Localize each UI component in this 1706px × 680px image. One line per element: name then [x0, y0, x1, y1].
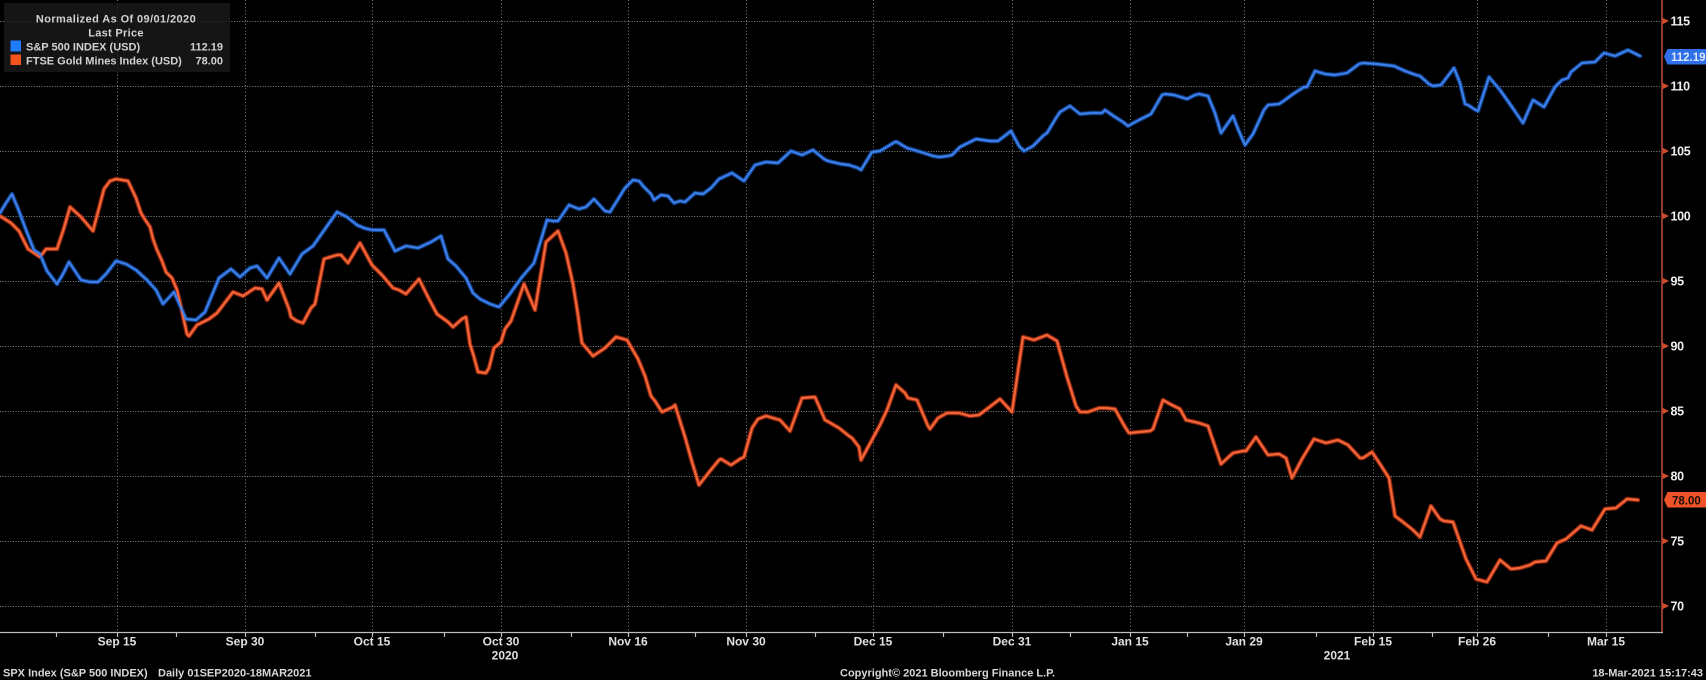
svg-text:Sep 30: Sep 30 [226, 635, 265, 649]
svg-text:80: 80 [1671, 469, 1685, 483]
svg-text:FTSE Gold Mines Index (USD): FTSE Gold Mines Index (USD) [26, 56, 182, 68]
svg-text:Oct 15: Oct 15 [354, 635, 391, 649]
svg-text:105: 105 [1671, 144, 1691, 158]
svg-text:2021: 2021 [1324, 649, 1351, 663]
svg-text:78.00: 78.00 [195, 56, 223, 68]
svg-text:78.00: 78.00 [1672, 495, 1701, 507]
svg-text:Last Price: Last Price [88, 27, 144, 39]
svg-text:Copyright© 2021 Bloomberg Fina: Copyright© 2021 Bloomberg Finance L.P. [840, 668, 1055, 680]
svg-text:Normalized As Of 09/01/2020: Normalized As Of 09/01/2020 [36, 13, 196, 25]
svg-text:90: 90 [1671, 339, 1685, 353]
svg-text:18-Mar-2021 15:17:43: 18-Mar-2021 15:17:43 [1592, 668, 1703, 680]
svg-text:70: 70 [1671, 599, 1685, 613]
svg-text:75: 75 [1671, 534, 1685, 548]
svg-text:Daily 01SEP2020-18MAR2021: Daily 01SEP2020-18MAR2021 [158, 668, 311, 680]
svg-text:SPX Index (S&P 500 INDEX): SPX Index (S&P 500 INDEX) [3, 668, 148, 680]
svg-text:110: 110 [1671, 79, 1691, 93]
svg-text:Oct 30: Oct 30 [483, 635, 520, 649]
svg-text:100: 100 [1671, 209, 1691, 223]
svg-text:Nov 16: Nov 16 [608, 635, 648, 649]
svg-text:Dec 15: Dec 15 [854, 635, 893, 649]
svg-text:S&P 500 INDEX (USD): S&P 500 INDEX (USD) [26, 41, 140, 53]
svg-text:Feb 26: Feb 26 [1458, 635, 1496, 649]
svg-text:Jan 15: Jan 15 [1111, 635, 1149, 649]
svg-text:Sep 15: Sep 15 [98, 635, 137, 649]
svg-text:Jan 29: Jan 29 [1225, 635, 1263, 649]
svg-text:Dec 31: Dec 31 [993, 635, 1032, 649]
svg-text:85: 85 [1671, 404, 1685, 418]
svg-text:112.19: 112.19 [190, 41, 223, 53]
svg-text:Feb 15: Feb 15 [1354, 635, 1392, 649]
svg-text:Mar 15: Mar 15 [1587, 635, 1625, 649]
svg-text:Nov 30: Nov 30 [726, 635, 766, 649]
svg-text:95: 95 [1671, 274, 1685, 288]
svg-text:115: 115 [1671, 14, 1691, 28]
svg-text:2020: 2020 [492, 649, 519, 663]
svg-text:112.19: 112.19 [1671, 52, 1706, 64]
